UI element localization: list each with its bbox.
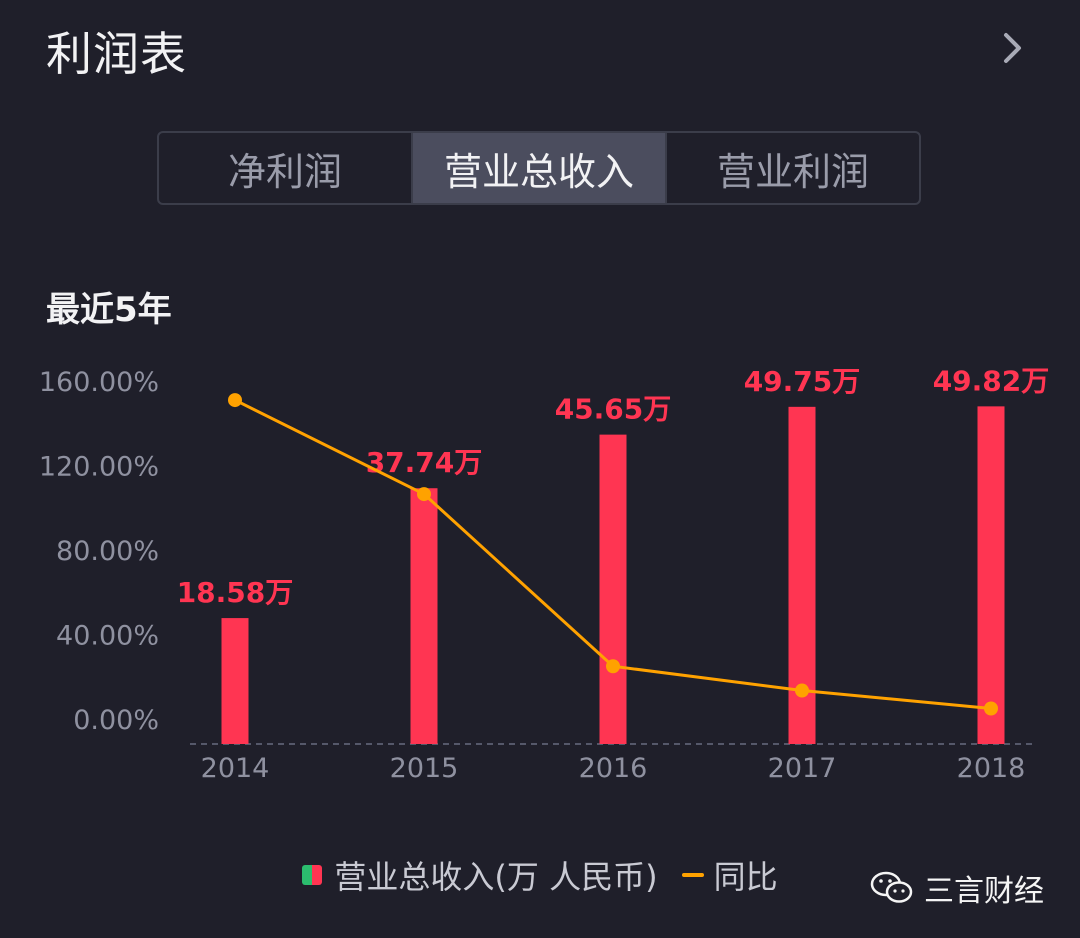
yoy-point: [228, 393, 242, 408]
page-title: 利润表: [46, 27, 187, 81]
tab-net-profit[interactable]: 净利润: [227, 149, 342, 194]
wechat-icon: [870, 871, 913, 903]
bar-data-label: 45.65万: [555, 393, 672, 426]
watermark: 三言财经: [870, 866, 1044, 910]
y-tick-label: 0.00%: [73, 705, 159, 736]
x-tick-label: 2014: [201, 753, 270, 784]
y-tick-label: 80.00%: [56, 536, 159, 567]
bar-data-label: 18.58万: [177, 576, 294, 609]
line-legend-label: 同比: [713, 858, 778, 896]
chart-legend: 营业总收入(万 人民币) 同比: [0, 852, 1080, 898]
statement-tabs: 净利润 营业总收入 营业利润: [157, 131, 921, 205]
y-tick-label: 160.00%: [39, 367, 159, 398]
x-tick-label: 2016: [579, 753, 648, 784]
bar: [977, 406, 1005, 744]
yoy-point: [795, 683, 809, 698]
yoy-point: [984, 701, 998, 716]
x-tick-label: 2017: [768, 753, 837, 784]
x-tick-label: 2018: [957, 753, 1026, 784]
y-tick-label: 40.00%: [56, 621, 159, 652]
yoy-point: [417, 487, 431, 502]
yoy-point: [606, 659, 620, 674]
bar: [410, 488, 438, 744]
bar-legend-label: 营业总收入(万 人民币): [334, 858, 658, 896]
revenue-chart: 0.00% 40.00% 80.00% 120.00% 160.00% 18.58万 201…: [39, 364, 1050, 784]
bar: [599, 434, 627, 744]
watermark-text: 三言财经: [924, 874, 1044, 909]
period-label: 最近5年: [46, 290, 172, 330]
chevron-right-icon[interactable]: [994, 30, 1030, 66]
bar-data-label: 49.75万: [744, 365, 861, 398]
tab-total-revenue[interactable]: 营业总收入: [411, 133, 665, 203]
bar-legend-swatch: [302, 865, 323, 885]
line-legend-swatch: [681, 873, 704, 877]
bar: [221, 618, 249, 744]
tab-operating-profit[interactable]: 营业利润: [665, 133, 919, 203]
y-tick-label: 120.00%: [39, 452, 159, 483]
bar-data-label: 49.82万: [933, 364, 1050, 397]
x-tick-label: 2015: [390, 753, 459, 784]
